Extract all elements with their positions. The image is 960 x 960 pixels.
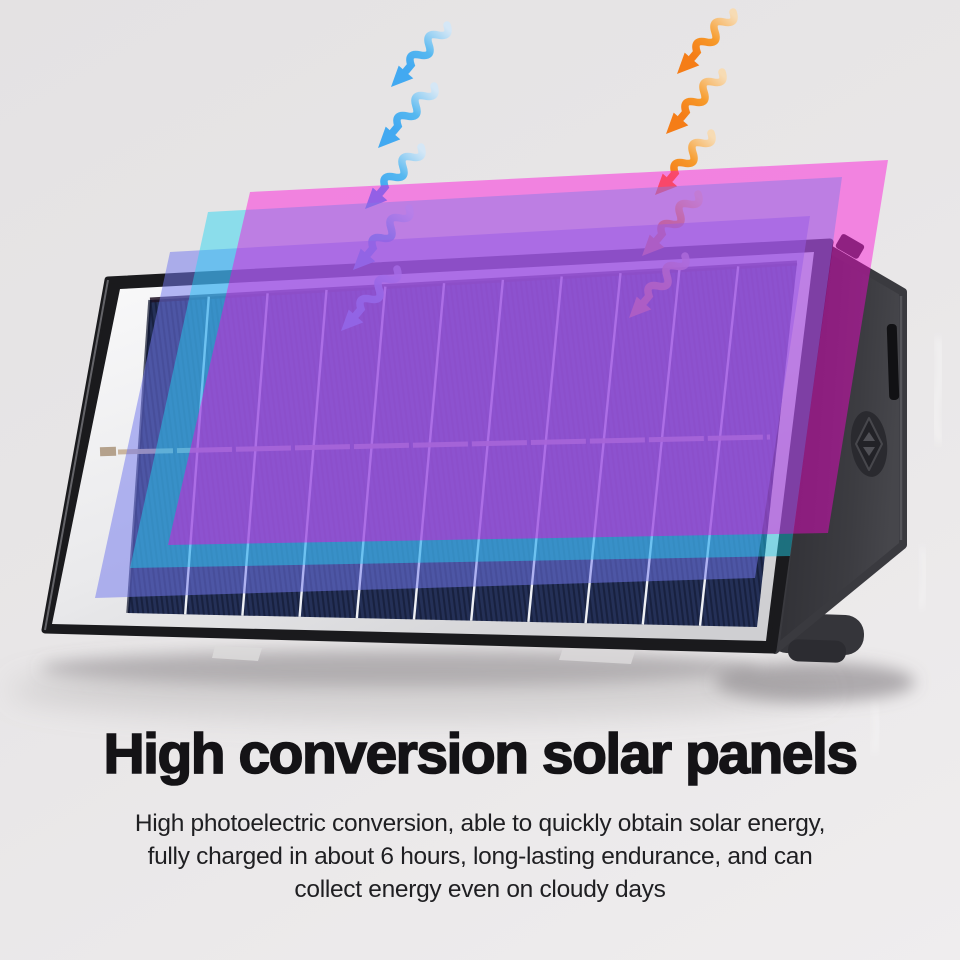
housing-tab (835, 234, 865, 259)
description-line-3: collect energy even on cloudy days (294, 876, 666, 903)
headline: High conversion solar panels (103, 722, 859, 786)
frame-edge-highlight (44, 279, 109, 631)
lamp-housing (771, 234, 907, 654)
description-line-1: High photoelectric conversion, able to q… (134, 810, 826, 837)
wall-streaks (869, 337, 943, 753)
overlay-pink (168, 160, 888, 545)
description: High photoelectric conversion, able to q… (0, 807, 960, 906)
bus-bar-tab (99, 446, 117, 457)
vent-slot (886, 323, 900, 401)
overlay-cyan (130, 177, 842, 568)
overlay-violet (95, 216, 810, 598)
mode-button[interactable] (848, 409, 891, 478)
caption-block: High conversion solar panels High photoe… (0, 722, 960, 906)
description-line-2: fully charged in about 6 hours, long-las… (147, 843, 813, 870)
